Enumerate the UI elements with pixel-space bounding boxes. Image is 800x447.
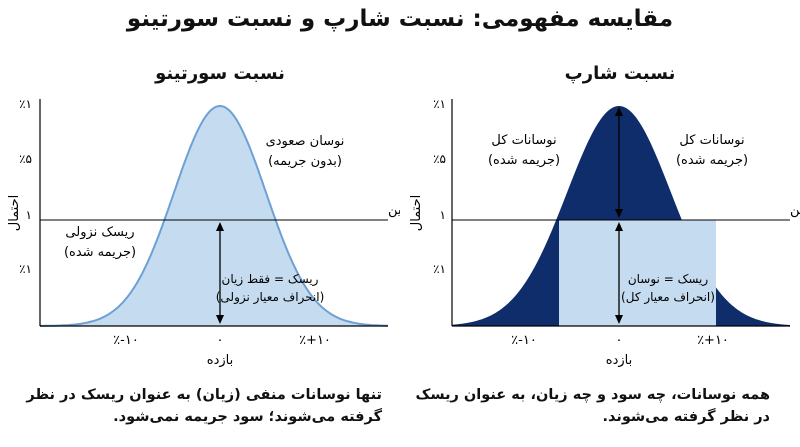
sharpe-left-note: (جریمه شده) — [488, 153, 560, 168]
sharpe-risk-note: (انحراف معیار کل) — [621, 290, 715, 305]
sortino-y-tick: ٪۱ — [19, 97, 32, 111]
sharpe-x-tick: ۰ — [616, 333, 623, 348]
sharpe-y-tick: ٪۱ — [433, 262, 446, 276]
sharpe-y-tick: ۱ — [440, 208, 446, 222]
sharpe-caption: همه نوسانات، چه سود و چه زیان، به عنوان … — [410, 384, 770, 428]
sortino-x-tick: ۰ — [217, 333, 224, 348]
sharpe-y-axis-label: احتمال — [409, 195, 424, 232]
sharpe-panel-title: نسبت شارپ — [564, 63, 676, 84]
sharpe-x-tick: ٪+۱۰ — [697, 333, 729, 348]
sortino-y-axis-label: احتمال — [7, 195, 22, 232]
sortino-risk-label: ریسک = فقط زیان — [222, 272, 319, 287]
sortino-upside-area — [40, 106, 388, 326]
sortino-risk-note: (انحراف معیار نزولی) — [216, 290, 325, 305]
sortino-mean-label: بازده میانگین — [388, 202, 400, 218]
sortino-caption: تنها نوسانات منفی (زیان) به عنوان ریسک د… — [22, 384, 382, 428]
sharpe-inner-band — [559, 220, 716, 326]
sharpe-right-label: نوسانات کل — [679, 133, 744, 148]
sortino-downside-label: ریسک نزولی — [65, 225, 134, 240]
sharpe-x-tick: ٪-۱۰ — [511, 333, 537, 348]
sortino-caption-line: گرفته می‌شوند؛ سود جریمه نمی‌شود. — [113, 409, 382, 425]
sortino-x-tick: ٪+۱۰ — [299, 333, 331, 348]
sharpe-left-label: نوسانات کل — [491, 133, 556, 148]
sortino-y-tick: ٪۵ — [19, 152, 32, 166]
sharpe-arrow-head-down — [615, 209, 623, 218]
sortino-upside-note: (بدون جریمه) — [268, 154, 342, 169]
sortino-downside-note: (جریمه شده) — [64, 245, 136, 260]
sortino-caption-line: تنها نوسانات منفی (زیان) به عنوان ریسک د… — [26, 387, 382, 403]
sortino-arrow-head-down — [216, 315, 224, 324]
sortino-chart: ٪۱ ٪۵ ۱ ٪۱ احتمال ٪-۱۰ ۰ ٪+۱۰ بازده بازد… — [7, 97, 400, 368]
main-title: مقایسه مفهومی: نسبت شارپ و نسبت سورتینو — [126, 6, 674, 32]
sortino-x-axis-label: بازده — [207, 353, 233, 368]
sortino-upside-label: نوسان صعودی — [266, 134, 345, 149]
sortino-y-tick: ٪۱ — [19, 262, 32, 276]
sharpe-arrow-head-up — [615, 222, 623, 231]
sharpe-caption-line: در نظر گرفته می‌شوند. — [602, 409, 770, 425]
sharpe-right-note: (جریمه شده) — [676, 153, 748, 168]
sortino-distribution-curve — [40, 104, 388, 327]
sharpe-chart: ٪۱ ٪۵ ۱ ٪۱ احتمال ٪-۱۰ ۰ ٪+۱۰ بازده بازد… — [409, 97, 800, 368]
sharpe-arrow-head-up — [615, 107, 623, 116]
sortino-y-tick: ۱ — [26, 208, 32, 222]
sortino-x-tick: ٪-۱۰ — [113, 333, 139, 348]
sharpe-x-axis-label: بازده — [606, 353, 632, 368]
sortino-panel-title: نسبت سورتینو — [155, 63, 285, 84]
sharpe-y-tick: ٪۱ — [433, 97, 446, 111]
sharpe-risk-label: ریسک = نوسان — [628, 272, 709, 287]
sharpe-arrow-head-down — [615, 315, 623, 324]
sharpe-mean-label: بازده میانگین — [790, 202, 800, 218]
sharpe-y-tick: ٪۵ — [433, 152, 446, 166]
sharpe-caption-line: همه نوسانات، چه سود و چه زیان، به عنوان … — [415, 387, 770, 403]
sortino-arrow-head-up — [216, 222, 224, 231]
